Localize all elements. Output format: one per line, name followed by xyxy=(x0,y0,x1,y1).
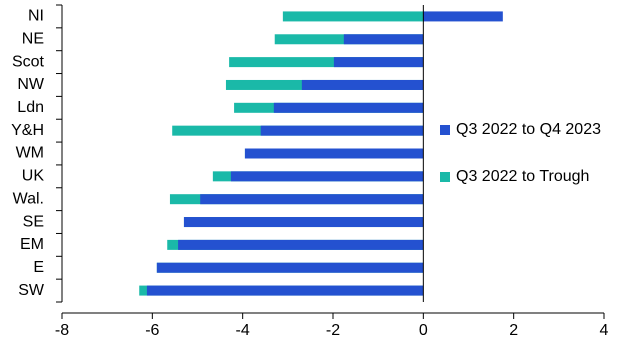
x-tick-label: -8 xyxy=(55,322,69,339)
x-tick-label: -6 xyxy=(145,322,159,339)
bar xyxy=(146,285,424,296)
x-tick-label: -2 xyxy=(326,322,340,339)
legend-swatch xyxy=(440,172,450,182)
y-tick-label: Scot xyxy=(12,53,45,70)
x-tick-label: 4 xyxy=(600,322,609,339)
y-tick-label: EM xyxy=(20,236,44,253)
bar xyxy=(343,34,424,45)
bar xyxy=(301,79,424,90)
y-tick-label: NE xyxy=(22,30,44,47)
bar xyxy=(244,148,424,159)
y-tick-label: Y&H xyxy=(11,122,44,139)
bar xyxy=(333,57,424,68)
bar xyxy=(230,171,424,182)
y-tick-label: E xyxy=(33,259,44,276)
y-tick-label: NI xyxy=(28,8,44,25)
legend-swatch xyxy=(440,125,450,135)
y-tick-label: NW xyxy=(17,76,45,93)
legend-label: Q3 2022 to Trough xyxy=(456,168,589,185)
bar xyxy=(200,194,424,205)
legend-label: Q3 2022 to Q4 2023 xyxy=(456,121,601,138)
bar xyxy=(273,102,424,113)
y-tick-label: SE xyxy=(23,213,44,230)
x-tick-label: 0 xyxy=(419,322,428,339)
y-tick-label: Wal. xyxy=(13,190,44,207)
bar xyxy=(260,125,424,136)
x-tick-label: 2 xyxy=(509,322,518,339)
bar xyxy=(282,11,424,22)
y-tick-label: UK xyxy=(22,168,45,185)
y-tick-label: SW xyxy=(18,282,45,299)
y-tick-label: Ldn xyxy=(17,99,44,116)
x-tick-label: -4 xyxy=(236,322,250,339)
bar xyxy=(423,11,503,22)
bar xyxy=(229,57,424,68)
y-tick-label: WM xyxy=(16,145,44,162)
bar xyxy=(183,217,424,228)
bar xyxy=(156,262,424,273)
bar xyxy=(178,239,424,250)
